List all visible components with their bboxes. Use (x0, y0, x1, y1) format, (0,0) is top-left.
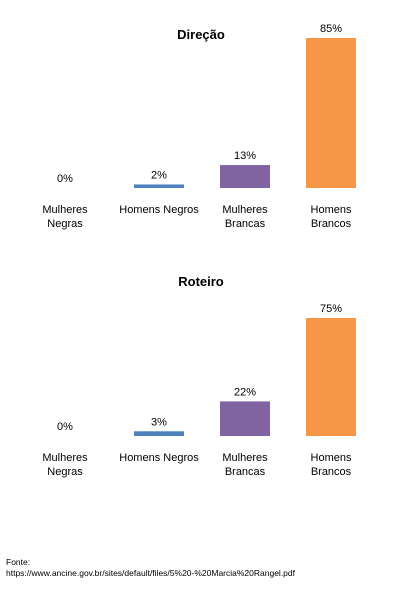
bar (306, 318, 356, 436)
category-label: Homens Negros (119, 452, 199, 464)
data-label: 0% (57, 173, 73, 185)
category-label-line: Homens Negros (119, 204, 199, 216)
data-label: 13% (234, 150, 256, 162)
category-label-line: Brancas (225, 466, 266, 478)
data-label: 2% (151, 169, 167, 181)
source-note: Fonte: https://www.ancine.gov.br/sites/d… (6, 557, 295, 579)
data-label: 3% (151, 416, 167, 428)
chart-title: Direção (177, 27, 225, 42)
category-label-line: Homens (311, 204, 352, 216)
category-label-line: Brancos (311, 466, 352, 478)
category-label: Homens Negros (119, 204, 199, 216)
category-label: Mulheres Negras (42, 204, 88, 230)
category-label-line: Mulheres (42, 204, 88, 216)
data-label: 0% (57, 421, 73, 433)
category-label: Mulheres Negras (42, 452, 88, 478)
chart-direcao: Direção 0% Mulheres Negras 2% Homens Negros 13… (42, 23, 356, 230)
category-label-line: Negras (47, 466, 83, 478)
category-label-line: Brancos (311, 218, 352, 230)
category-label: Homens Brancos (311, 452, 352, 478)
category-label-line: Homens Negros (119, 452, 199, 464)
category-label: Mulheres Brancas (222, 204, 268, 230)
category-label-line: Mulheres (222, 452, 268, 464)
chart-roteiro: Roteiro 0% Mulheres Negras 3% Homens Negros 22… (42, 274, 356, 478)
category-label-line: Mulheres (42, 452, 88, 464)
category-label-line: Homens (311, 452, 352, 464)
bar (134, 184, 184, 188)
category-label-line: Mulheres (222, 204, 268, 216)
category-label-line: Brancas (225, 218, 266, 230)
category-label: Homens Brancos (311, 204, 352, 230)
source-label: Fonte: (6, 557, 31, 567)
data-label: 22% (234, 386, 256, 398)
category-label: Mulheres Brancas (222, 452, 268, 478)
bar (220, 165, 270, 188)
data-label: 75% (320, 303, 342, 315)
chart-title: Roteiro (178, 274, 224, 289)
bar (134, 431, 184, 436)
data-label: 85% (320, 23, 342, 35)
category-label-line: Negras (47, 218, 83, 230)
source-url: https://www.ancine.gov.br/sites/default/… (6, 568, 295, 578)
bar (306, 38, 356, 188)
bar (220, 401, 270, 436)
charts-canvas: Direção 0% Mulheres Negras 2% Homens Negros 13… (42, 23, 356, 478)
